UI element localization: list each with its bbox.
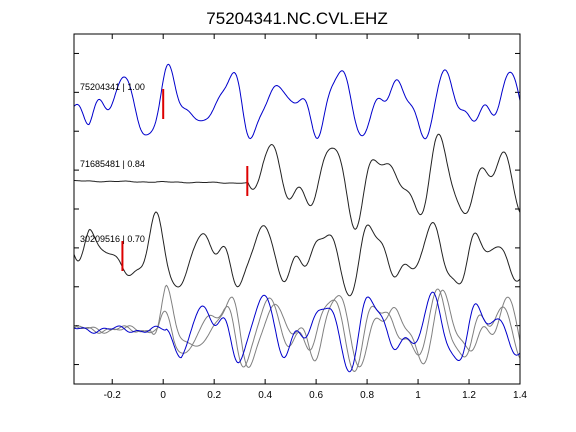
chart-title: 75204341.NC.CVL.EHZ <box>206 9 387 28</box>
plot-area: -0.2 0 0.2 0.4 0.6 0.8 1 1.2 1.4 75204341 | 1.00… <box>73 33 527 401</box>
y-ticks <box>74 52 520 366</box>
x-tick-label: 0.4 <box>258 390 272 401</box>
x-ticks: -0.2 0 0.2 0.4 0.6 0.8 1 1.2 1.4 <box>104 34 527 401</box>
x-tick-label: 1 <box>415 390 421 401</box>
axes-frame <box>73 33 521 385</box>
x-tick-label: 0.2 <box>207 390 221 401</box>
trace-waveform <box>73 63 521 140</box>
trace-label: 75204341 | 1.00 <box>80 82 145 92</box>
pick-markers <box>121 89 249 271</box>
x-tick-label: -0.2 <box>104 390 122 401</box>
x-tick-label: 0.8 <box>360 390 374 401</box>
traces <box>73 63 521 373</box>
x-tick-label: 1.4 <box>513 390 527 401</box>
trace-label: 71685481 | 0.84 <box>80 159 145 169</box>
trace-waveform <box>74 133 521 230</box>
trace-labels: 75204341 | 1.00 71685481 | 0.84 30209516 |… <box>80 82 145 244</box>
x-tick-label: 1.2 <box>462 390 476 401</box>
overlay-waveform <box>73 291 521 373</box>
overlay-waveform <box>73 288 521 372</box>
trace-waveform <box>73 211 521 297</box>
x-tick-label: 0.6 <box>309 390 323 401</box>
x-tick-label: 0 <box>160 390 166 401</box>
trace-label: 30209516 | 0.70 <box>80 234 145 244</box>
